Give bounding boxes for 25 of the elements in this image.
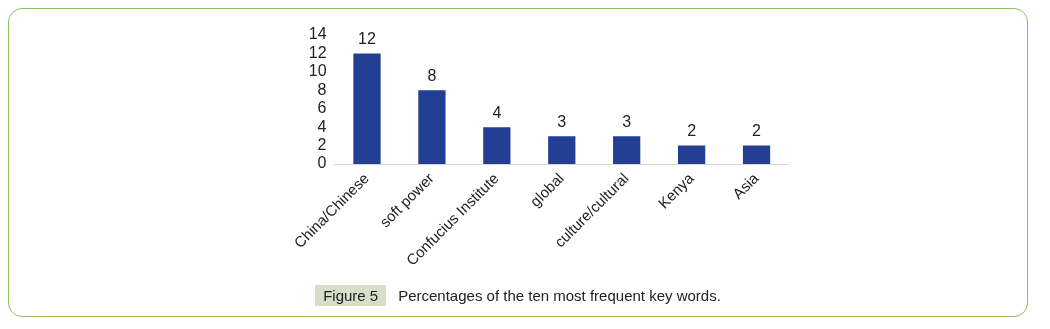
bar <box>418 90 446 165</box>
y-tick-label: 6 <box>317 99 327 117</box>
x-tick-label: Asia <box>728 168 763 203</box>
caption: Figure 5 <box>315 285 387 306</box>
bar <box>483 127 511 165</box>
bar <box>353 53 381 165</box>
data-label: 3 <box>622 112 632 130</box>
y-tick-label: 8 <box>317 80 327 98</box>
bar <box>548 136 576 165</box>
data-label: 12 <box>358 29 376 47</box>
y-tick-label: 14 <box>308 25 327 43</box>
y-tick-label: 12 <box>308 43 327 61</box>
y-tick-label: 10 <box>308 62 327 80</box>
text: Percentages of the ten most frequent key words. <box>398 287 721 304</box>
y-tick-label: 2 <box>317 135 327 153</box>
data-label: 2 <box>752 121 762 139</box>
data-label: 2 <box>687 121 697 139</box>
data-label: 8 <box>427 66 437 84</box>
y-tick-label: 0 <box>317 154 327 172</box>
bar <box>742 145 771 165</box>
y-tick-label: 4 <box>317 117 327 135</box>
bar <box>613 136 641 165</box>
data-label: 4 <box>492 103 502 121</box>
bar <box>677 145 706 165</box>
data-label: 3 <box>557 112 567 130</box>
